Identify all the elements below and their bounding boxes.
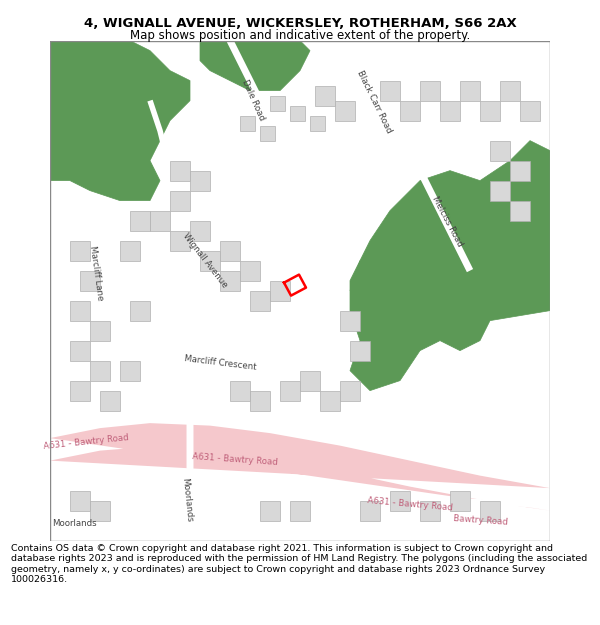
Polygon shape <box>315 86 335 106</box>
Text: Melciss Road: Melciss Road <box>430 195 464 248</box>
Polygon shape <box>490 141 510 161</box>
Polygon shape <box>340 381 360 401</box>
Polygon shape <box>310 116 325 131</box>
Polygon shape <box>390 491 410 511</box>
Text: A631 - Bawtry Road: A631 - Bawtry Road <box>43 432 129 451</box>
Text: A631 - Bawtry Road: A631 - Bawtry Road <box>367 496 453 513</box>
Polygon shape <box>90 501 110 521</box>
Polygon shape <box>260 126 275 141</box>
Polygon shape <box>270 96 285 111</box>
Polygon shape <box>510 161 530 181</box>
Polygon shape <box>170 231 190 251</box>
Polygon shape <box>250 391 270 411</box>
Text: Black Carr Road: Black Carr Road <box>355 69 393 134</box>
Polygon shape <box>270 281 290 301</box>
Polygon shape <box>420 501 440 521</box>
Polygon shape <box>150 211 170 231</box>
Polygon shape <box>380 81 400 101</box>
Polygon shape <box>220 271 240 291</box>
Text: 4, WIGNALL AVENUE, WICKERSLEY, ROTHERHAM, S66 2AX: 4, WIGNALL AVENUE, WICKERSLEY, ROTHERHAM… <box>83 18 517 30</box>
Polygon shape <box>170 161 190 181</box>
Polygon shape <box>70 381 90 401</box>
Polygon shape <box>80 271 100 291</box>
Polygon shape <box>400 101 420 121</box>
Polygon shape <box>130 211 150 231</box>
Text: Bawtry Road: Bawtry Road <box>454 514 509 527</box>
Polygon shape <box>350 341 370 361</box>
Polygon shape <box>320 391 340 411</box>
Polygon shape <box>90 321 110 341</box>
Polygon shape <box>120 361 140 381</box>
Polygon shape <box>220 241 240 261</box>
Polygon shape <box>290 106 305 121</box>
Polygon shape <box>460 81 480 101</box>
Polygon shape <box>300 371 320 391</box>
Polygon shape <box>340 311 360 331</box>
Text: Marcliff Crescent: Marcliff Crescent <box>184 354 257 372</box>
Text: Wignall Avenue: Wignall Avenue <box>181 232 229 289</box>
Polygon shape <box>350 261 370 291</box>
Polygon shape <box>90 361 110 381</box>
Polygon shape <box>280 381 300 401</box>
Polygon shape <box>190 171 210 191</box>
Polygon shape <box>240 116 255 131</box>
Text: Moorlands: Moorlands <box>180 477 194 522</box>
Text: A631 - Bawtry Road: A631 - Bawtry Road <box>192 452 278 467</box>
Text: Map shows position and indicative extent of the property.: Map shows position and indicative extent… <box>130 29 470 42</box>
Polygon shape <box>240 261 260 281</box>
Polygon shape <box>450 491 470 511</box>
Polygon shape <box>70 301 90 321</box>
Polygon shape <box>350 141 550 391</box>
Text: Dale Road: Dale Road <box>240 78 266 121</box>
Polygon shape <box>510 201 530 221</box>
Polygon shape <box>200 41 310 91</box>
Polygon shape <box>130 301 150 321</box>
Polygon shape <box>200 251 220 271</box>
Polygon shape <box>70 241 90 261</box>
Polygon shape <box>50 41 190 201</box>
Polygon shape <box>250 291 270 311</box>
Text: Moorlands: Moorlands <box>52 519 97 528</box>
Polygon shape <box>420 81 440 101</box>
Text: Marcliff Lane: Marcliff Lane <box>88 245 104 301</box>
Polygon shape <box>360 501 380 521</box>
Polygon shape <box>170 191 190 211</box>
Polygon shape <box>335 101 355 121</box>
Polygon shape <box>230 381 250 401</box>
Polygon shape <box>490 181 510 201</box>
Text: Contains OS data © Crown copyright and database right 2021. This information is : Contains OS data © Crown copyright and d… <box>11 544 587 584</box>
Polygon shape <box>520 101 540 121</box>
Polygon shape <box>120 241 140 261</box>
Polygon shape <box>100 391 120 411</box>
Polygon shape <box>480 101 500 121</box>
Polygon shape <box>440 101 460 121</box>
Polygon shape <box>500 81 520 101</box>
Polygon shape <box>260 501 280 521</box>
Polygon shape <box>70 341 90 361</box>
Polygon shape <box>50 423 550 511</box>
Polygon shape <box>480 501 500 521</box>
Polygon shape <box>190 221 210 241</box>
Polygon shape <box>70 491 90 511</box>
Polygon shape <box>290 501 310 521</box>
